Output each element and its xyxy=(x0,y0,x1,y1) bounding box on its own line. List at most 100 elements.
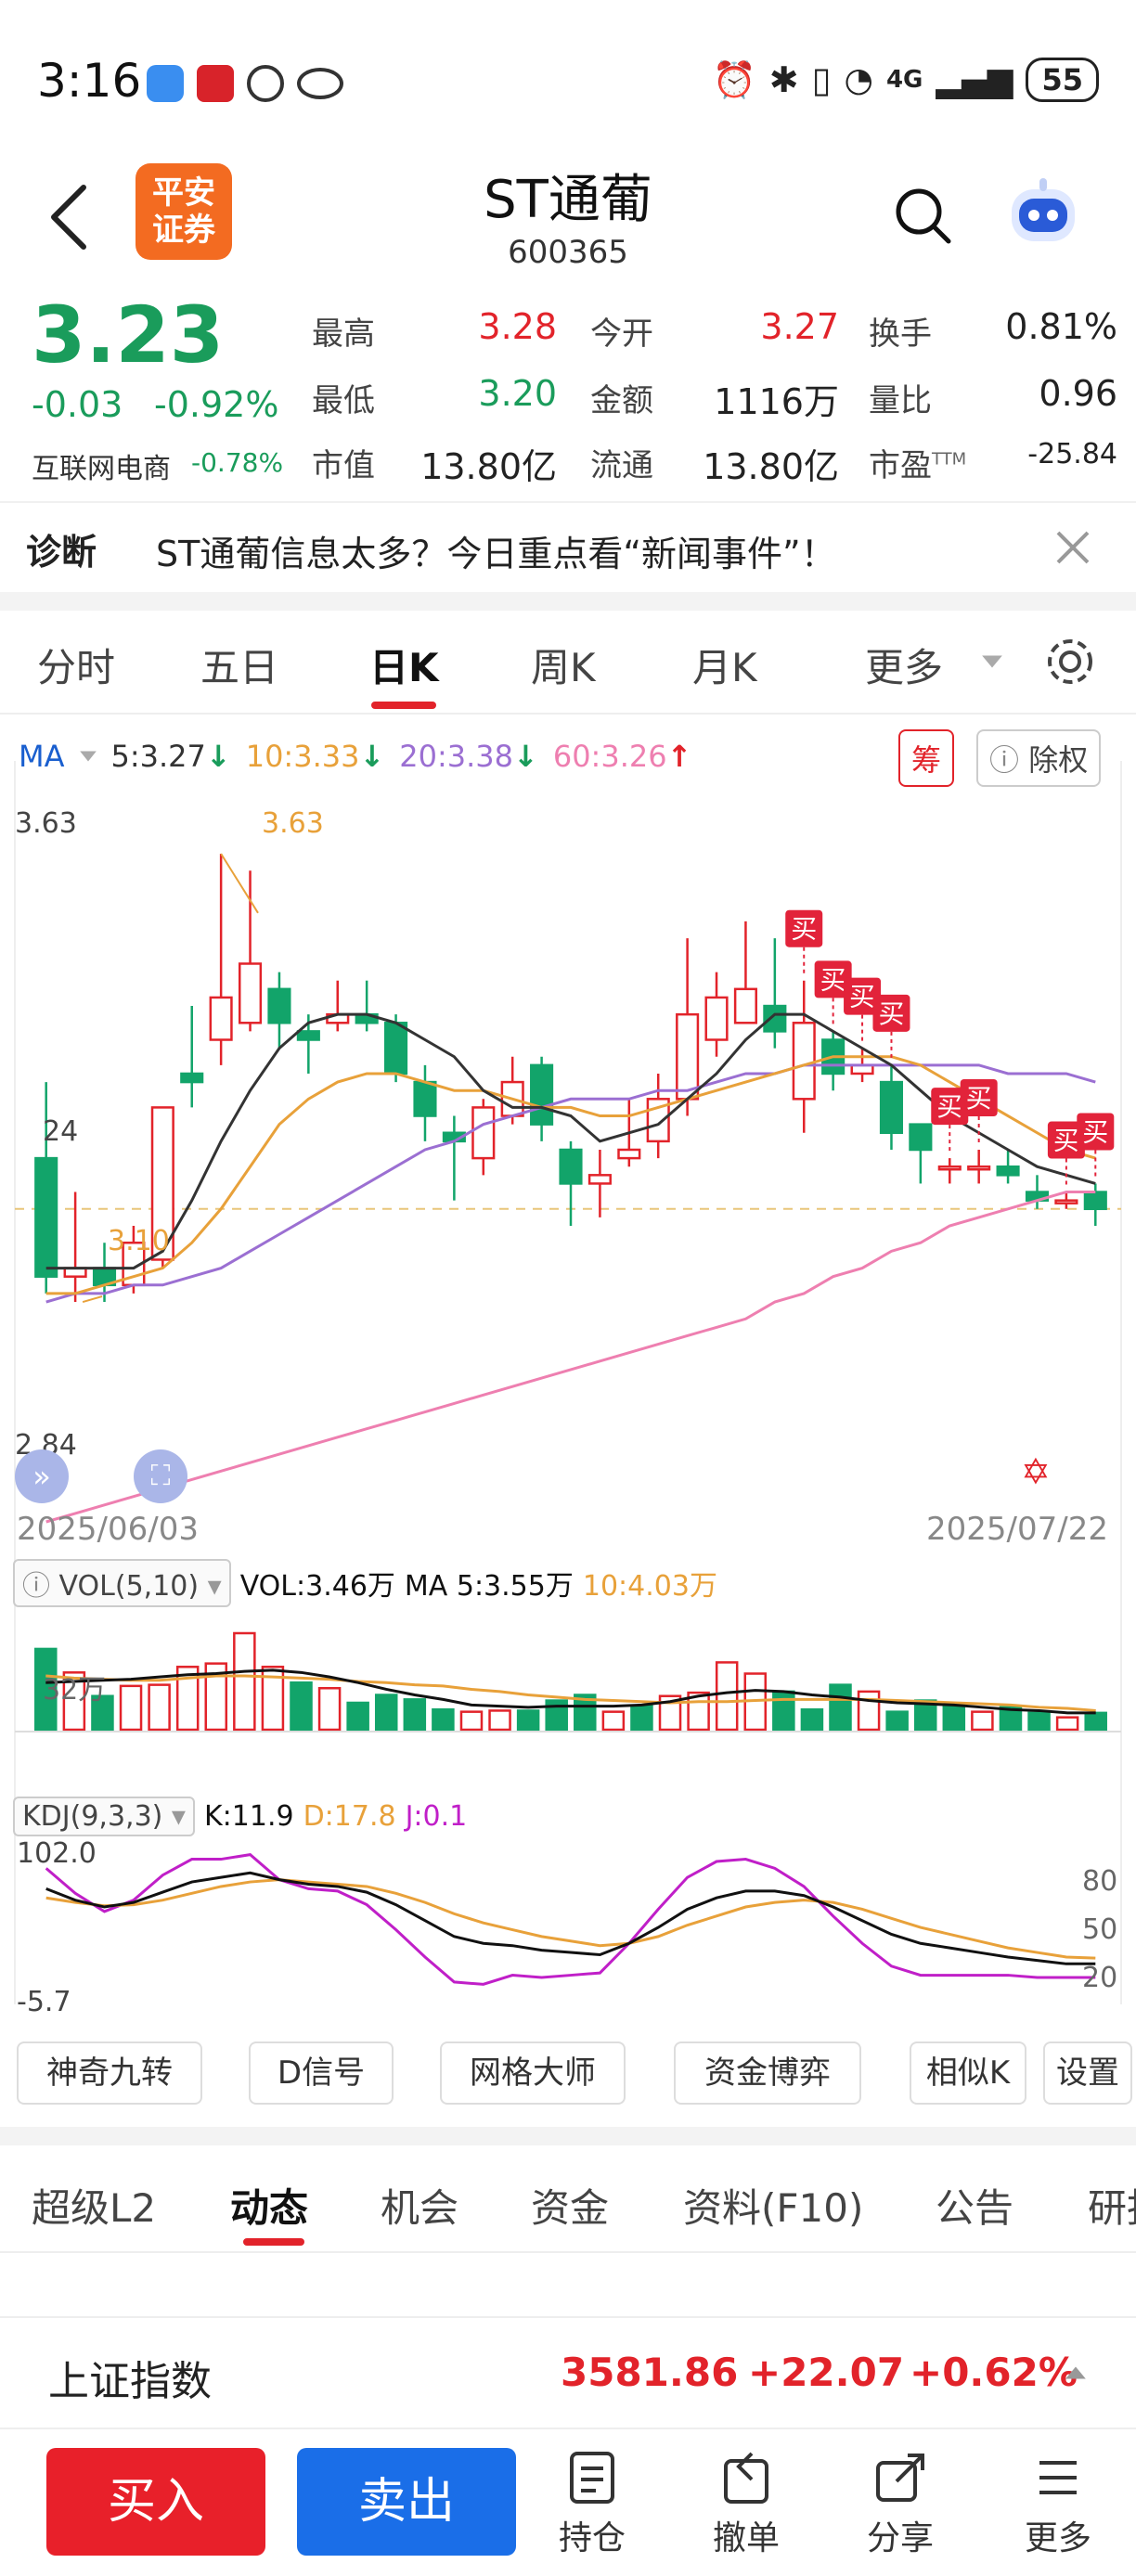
info-tab-2[interactable]: 机会 xyxy=(381,2185,459,2231)
candle xyxy=(209,854,233,1065)
quote-value: 3.27 xyxy=(760,306,839,347)
ma-item: 60:3.26↑ xyxy=(553,739,692,774)
quote-label: 量比 xyxy=(869,382,932,419)
search-icon[interactable] xyxy=(893,186,952,245)
candle xyxy=(530,1056,554,1141)
buy-signal-label: 买 xyxy=(820,964,846,995)
tool-button-2[interactable]: 网格大师 xyxy=(440,2041,626,2105)
buy-signal-marker[interactable]: 买 xyxy=(1077,1113,1115,1180)
volume-bar xyxy=(175,1666,200,1732)
tab-5[interactable]: 更多 xyxy=(865,645,944,690)
buy-signal-label: 买 xyxy=(1082,1116,1108,1147)
kdj-tick: 20 xyxy=(1082,1962,1118,1994)
ma-selector[interactable]: MA xyxy=(19,739,65,774)
candle xyxy=(879,1064,904,1150)
buy-signal-marker[interactable]: 买 xyxy=(960,1078,998,1146)
buy-signal-marker[interactable]: 买 xyxy=(844,977,882,1045)
buy-signal-marker[interactable]: 买 xyxy=(872,994,910,1062)
tab-1[interactable]: 五日 xyxy=(200,645,279,690)
buy-signal-marker[interactable]: 买 xyxy=(931,1088,969,1155)
volume-ma10-line xyxy=(45,1674,1096,1712)
tab-0[interactable]: 分时 xyxy=(37,645,116,690)
price-change: -0.03 xyxy=(32,384,123,425)
info-tab-3[interactable]: 资金 xyxy=(531,2185,610,2231)
chevron-down-icon[interactable] xyxy=(980,653,1004,670)
buy-signal-marker[interactable]: 买 xyxy=(1047,1121,1085,1189)
index-bar[interactable]: 上证指数 3581.86 +22.07 +0.62% xyxy=(0,2316,1136,2428)
buy-button[interactable]: 买入 xyxy=(46,2448,265,2556)
action-cancel-order[interactable]: 撤单 xyxy=(691,2448,802,2559)
star-icon[interactable]: ✡ xyxy=(1021,1451,1051,1492)
fullscreen-button[interactable]: ⛶ xyxy=(134,1449,187,1503)
industry-name[interactable]: 互联网电商 xyxy=(32,453,171,485)
tool-button-5[interactable]: 设置 xyxy=(1043,2041,1132,2105)
tool-button-0[interactable]: 神奇九转 xyxy=(17,2041,202,2105)
diagnosis-text[interactable]: ST通葡信息太多？今日重点看“新闻事件”！ xyxy=(156,534,836,574)
chip-distribution-button[interactable]: 筹 xyxy=(898,729,955,787)
close-icon[interactable] xyxy=(1051,525,1095,570)
candle xyxy=(180,1006,204,1108)
diagnosis-bar[interactable]: 诊断 ST通葡信息太多？今日重点看“新闻事件”！ xyxy=(0,501,1136,594)
volume-selector[interactable]: ⓘ VOL(5,10) ▾ xyxy=(13,1559,231,1607)
volume-ma5-line xyxy=(45,1668,1096,1715)
tab-4[interactable]: 月K xyxy=(692,645,757,690)
holdings-icon xyxy=(570,2452,614,2504)
candle xyxy=(1054,1191,1078,1209)
volume-bar xyxy=(601,1710,626,1732)
ex-rights-button[interactable]: ⓘ 除权 xyxy=(976,729,1102,787)
info-tab-6[interactable]: 研报 xyxy=(1088,2185,1136,2231)
chevron-up-icon[interactable] xyxy=(1064,2364,1088,2381)
sell-button[interactable]: 卖出 xyxy=(297,2448,516,2556)
buy-signal-marker[interactable]: 买 xyxy=(814,960,852,1028)
quote-label: 市值 xyxy=(312,447,375,484)
kdj-selector[interactable]: KDJ(9,3,3) ▾ xyxy=(13,1797,195,1836)
kdj-k-value: K:11.9 xyxy=(203,1800,294,1833)
action-share[interactable]: 分享 xyxy=(845,2448,956,2559)
volume-bar xyxy=(261,1666,285,1732)
logo-text: 平安证券 xyxy=(152,174,215,249)
indicator-tools: 神奇九转 D信号 网格大师 资金博弈 相似K 设置 xyxy=(0,2041,1136,2116)
back-icon[interactable] xyxy=(43,180,98,254)
tool-button-4[interactable]: 相似K xyxy=(910,2041,1026,2105)
trend-arrow-icon: ↓ xyxy=(359,739,385,774)
info-tab-1[interactable]: 动态 xyxy=(230,2185,309,2231)
action-holdings[interactable]: 持仓 xyxy=(536,2448,648,2559)
action-more[interactable]: 更多 xyxy=(1002,2448,1114,2559)
info-tab-5[interactable]: 公告 xyxy=(936,2185,1014,2231)
ma5-line xyxy=(45,1012,1096,1270)
quote-panel: 3.23 -0.03 -0.92% 互联网电商 -0.78% 最高 3.28 今开 3… xyxy=(0,288,1136,494)
quote-value: 13.80亿 xyxy=(420,446,557,487)
tab-3[interactable]: 周K xyxy=(531,645,596,690)
kdj-d-line xyxy=(45,1878,1096,1960)
volume-bar xyxy=(34,1647,58,1732)
tool-button-1[interactable]: D信号 xyxy=(249,2041,394,2105)
volume-legend: ⓘ VOL(5,10) ▾ VOL:3.46万 MA 5:3.55万 10:4.… xyxy=(13,1559,717,1607)
buy-signal-marker[interactable]: 买 xyxy=(785,909,823,977)
candle xyxy=(326,980,350,1032)
candle xyxy=(937,1158,962,1184)
info-tab-0[interactable]: 超级L2 xyxy=(32,2185,157,2231)
start-date: 2025/06/03 xyxy=(17,1511,199,1548)
network-label: 4G xyxy=(885,66,923,94)
volume-bar xyxy=(62,1671,86,1732)
tool-button-3[interactable]: 资金博弈 xyxy=(674,2041,861,2105)
volume-bar xyxy=(772,1690,795,1732)
cancel-order-icon xyxy=(724,2452,768,2504)
quote-value: 13.80亿 xyxy=(703,446,839,487)
ex-rights-label: 除权 xyxy=(1028,742,1089,778)
expand-left-button[interactable]: » xyxy=(15,1449,69,1503)
kline-svg[interactable]: 买买买买买 买买买 xyxy=(0,761,1136,2004)
info-tabs: 超级L2 动态 机会 资金 资料(F10) 公告 研报 xyxy=(0,2149,1136,2253)
robot-assistant-icon[interactable] xyxy=(1000,169,1086,254)
volume-bar xyxy=(290,1681,313,1732)
separator xyxy=(0,592,1136,611)
kdj-selector-label: KDJ(9,3,3) xyxy=(22,1800,163,1833)
ma-item: 20:3.38↓ xyxy=(399,739,538,774)
gear-icon[interactable] xyxy=(1043,635,1097,689)
info-tab-4[interactable]: 资料(F10) xyxy=(683,2185,864,2231)
chevron-down-icon[interactable] xyxy=(78,749,98,764)
signal-icon: ▂▄▆ xyxy=(936,60,1013,99)
quote-label: 流通 xyxy=(590,447,653,484)
candle xyxy=(704,972,729,1057)
tab-2[interactable]: 日K xyxy=(369,645,439,690)
